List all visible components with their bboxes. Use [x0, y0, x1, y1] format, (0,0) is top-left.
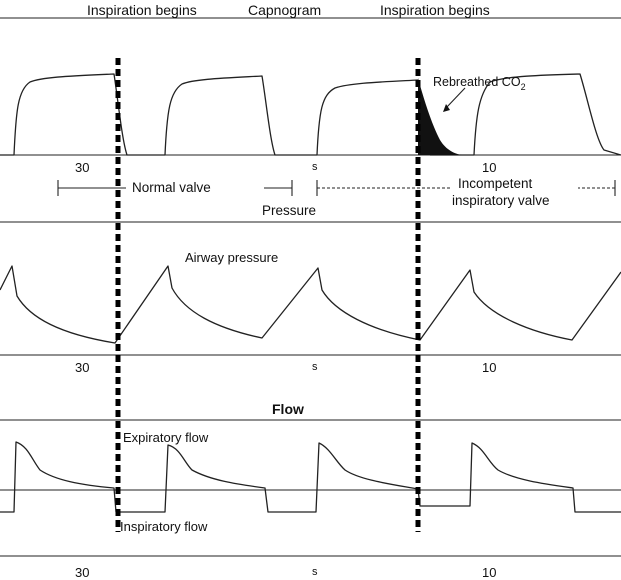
rebreathed-arrow-line [445, 87, 466, 109]
rebreathed-arrow-head [443, 104, 450, 112]
capnogram-waveform [0, 73, 621, 156]
pressure-tick-middle: s [312, 361, 318, 373]
capnogram-tick-left: 30 [75, 160, 89, 175]
capnogram-tick-middle: s [312, 161, 318, 173]
capnogram-tick-right: 10 [482, 160, 496, 175]
pressure-section-title: Pressure [262, 203, 316, 218]
flow-tick-middle: s [312, 566, 318, 578]
inspiratory-flow-label: Inspiratory flow [120, 519, 208, 534]
pressure-tick-right: 10 [482, 360, 496, 375]
rebreathed-co2-area [418, 78, 462, 155]
pressure-panel: Airway pressure 30 s 10 [0, 250, 621, 375]
capnogram-title: Capnogram [248, 2, 321, 18]
flow-section-title: Flow [272, 401, 304, 417]
inspiration-begins-right-label: Inspiration begins [380, 2, 490, 18]
normal-valve-label: Normal valve [132, 180, 211, 195]
flow-waveform [0, 441, 621, 513]
incompetent-valve-label-line1: Incompetent [458, 176, 533, 191]
airway-pressure-waveform [0, 265, 621, 344]
capnogram-panel: Rebreathed CO2 30 s 10 [0, 73, 621, 175]
rebreathed-co2-label: Rebreathed CO2 [433, 75, 526, 92]
flow-panel: Expiratory flow Inspiratory flow 30 s 10 [0, 430, 621, 580]
expiratory-flow-label: Expiratory flow [123, 430, 209, 445]
airway-pressure-label: Airway pressure [185, 250, 278, 265]
valve-ranges: Normal valve Incompetent inspiratory val… [57, 176, 616, 208]
inspiration-begins-left-label: Inspiration begins [87, 2, 197, 18]
pressure-tick-left: 30 [75, 360, 89, 375]
incompetent-valve-label-line2: inspiratory valve [452, 193, 550, 208]
flow-tick-right: 10 [482, 565, 496, 580]
flow-tick-left: 30 [75, 565, 89, 580]
